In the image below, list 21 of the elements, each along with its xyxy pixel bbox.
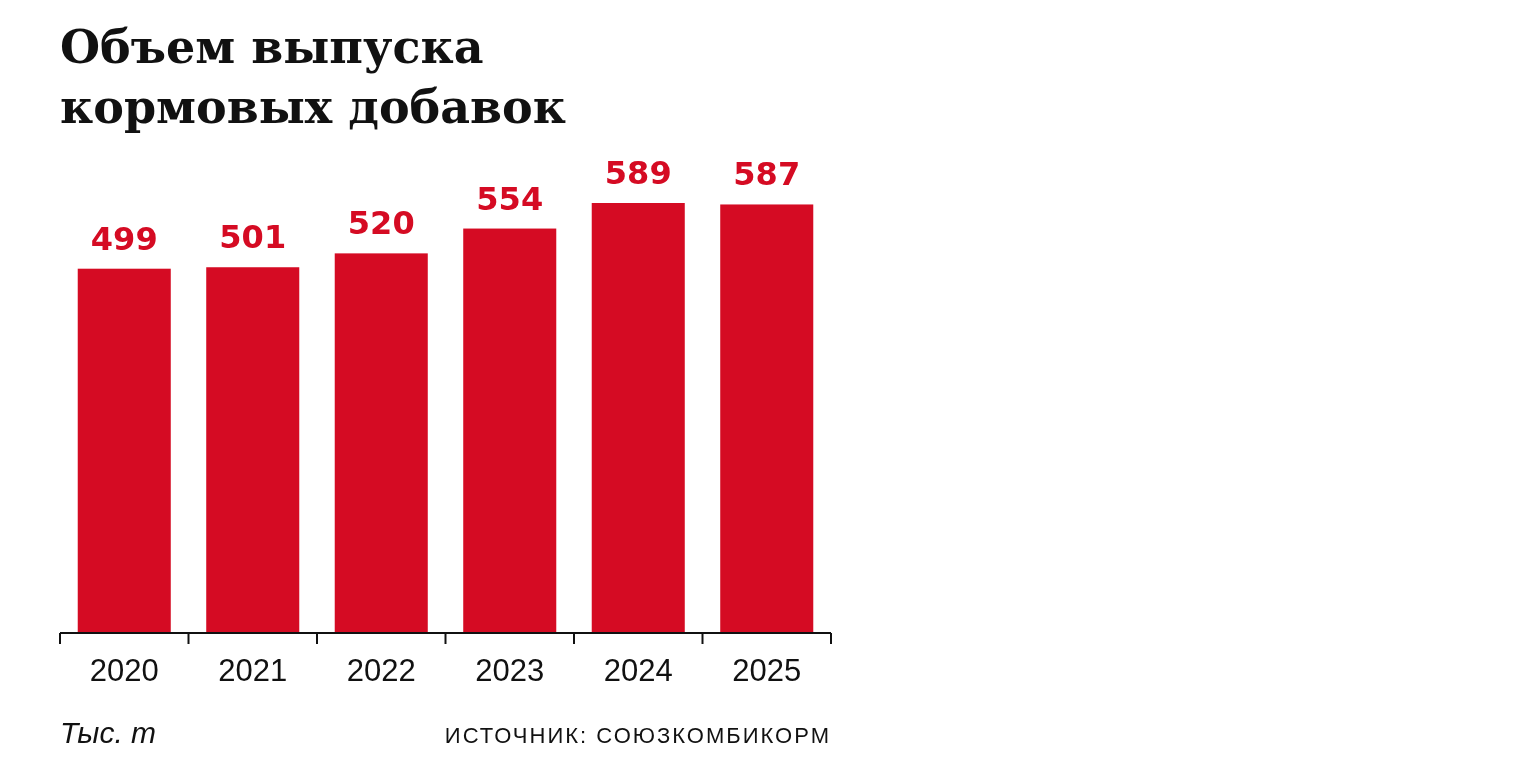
text: Тыс. т <box>60 716 157 749</box>
data-label: 587 <box>733 155 801 194</box>
data-label: 589 <box>604 154 672 192</box>
bar <box>77 268 171 633</box>
data-label: 501 <box>219 218 287 257</box>
bar <box>206 267 300 633</box>
bar <box>334 253 428 633</box>
text: ИСТОЧНИК: СОЮЗКОМБИКОРМ <box>444 723 831 748</box>
x-tick-label: 2021 <box>218 653 288 688</box>
x-tick-label: 2020 <box>89 653 159 688</box>
data-label: 554 <box>476 179 544 218</box>
bar <box>463 228 557 633</box>
data-label: 520 <box>347 204 415 243</box>
x-tick-label: 2023 <box>475 653 545 688</box>
x-tick-label: 2025 <box>732 653 802 688</box>
chart-title: Объем выпуска кормовых добавок <box>60 20 566 134</box>
data-label: 499 <box>90 219 158 258</box>
x-tick-label: 2022 <box>346 653 416 688</box>
bar <box>720 204 814 633</box>
x-tick-label: 2024 <box>603 653 673 688</box>
bar <box>591 203 685 633</box>
